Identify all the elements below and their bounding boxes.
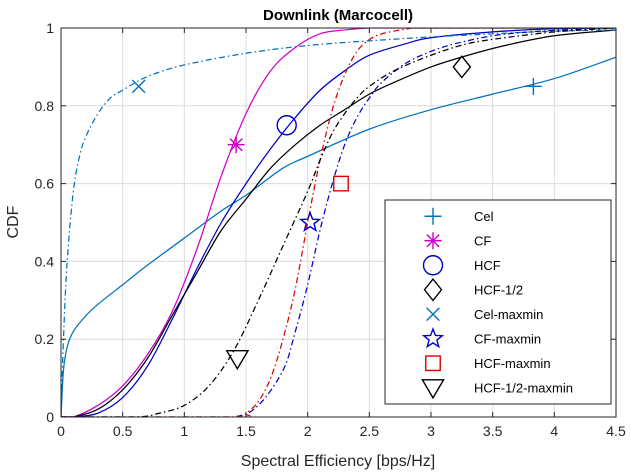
legend-entry-label: Cel bbox=[474, 209, 494, 224]
legend-marker bbox=[425, 355, 441, 372]
plot-area-border bbox=[60, 27, 617, 418]
legend-entry-label: HCF-1/2-maxmin bbox=[474, 380, 573, 395]
chart-title: Downlink (Marcocell) bbox=[263, 7, 413, 24]
legend-entry-label: Cel-maxmin bbox=[474, 307, 543, 322]
y-axis-label: CDF bbox=[5, 205, 22, 238]
series-line-hcf-1-2-maxmin bbox=[61, 28, 616, 417]
series-marker-hcf-1-2-maxmin bbox=[225, 349, 250, 371]
legend-entry-label: HCF bbox=[474, 258, 501, 273]
legend-entry-label: HCF-1/2 bbox=[474, 282, 523, 297]
series-marker-cf bbox=[227, 136, 245, 154]
series-line-cf-maxmin bbox=[61, 28, 616, 417]
y-tick-label: 0.6 bbox=[35, 176, 55, 192]
legend: Cel CF HCF HCF-1/2 Cel-maxmin CF-maxmin HCF-ma… bbox=[384, 199, 612, 405]
legend-entry-label: CF bbox=[474, 233, 491, 248]
series-line-cf bbox=[61, 28, 616, 417]
y-tick-label: 0.2 bbox=[35, 331, 55, 347]
x-tick-label: 0.5 bbox=[113, 423, 133, 439]
x-tick-label: 1.5 bbox=[236, 423, 256, 439]
legend-box bbox=[384, 199, 612, 405]
series-line-cel-maxmin bbox=[61, 29, 616, 417]
x-tick-label: 2 bbox=[304, 423, 312, 439]
x-tick-label: 2.5 bbox=[360, 423, 380, 439]
series-marker-cf-maxmin bbox=[298, 210, 322, 233]
x-tick-label: 0 bbox=[57, 423, 65, 439]
series-line-hcf bbox=[61, 28, 616, 417]
x-tick-label: 3 bbox=[427, 423, 435, 439]
y-tick-label: 0.8 bbox=[35, 98, 55, 114]
series-marker-hcf-maxmin bbox=[333, 175, 349, 192]
series-marker-cel-maxmin bbox=[131, 79, 146, 94]
series-marker-hcf-1-2 bbox=[452, 55, 472, 79]
legend-entry-label: HCF-maxmin bbox=[474, 356, 551, 371]
legend-marker bbox=[424, 207, 442, 225]
legend-marker bbox=[423, 278, 443, 302]
series-line-hcf-1-2 bbox=[61, 29, 616, 417]
x-tick-label: 4 bbox=[550, 423, 558, 439]
axis-ticks: 0 0.5 1 1.5 2 2.5 3 3.5 4 4.5 0 0.2 0.4 0.6 0.8 1 bbox=[35, 20, 626, 439]
legend-marker bbox=[424, 232, 442, 250]
x-tick-label: 4.5 bbox=[606, 423, 626, 439]
series-marker-cel bbox=[524, 77, 542, 95]
x-tick-label: 1 bbox=[180, 423, 188, 439]
legend-marker bbox=[426, 307, 440, 322]
y-tick-label: 1 bbox=[46, 20, 54, 36]
x-axis-label: Spectral Efficiency [bps/Hz] bbox=[241, 453, 435, 470]
series-line-cel bbox=[61, 56, 616, 417]
series-markers bbox=[131, 55, 542, 371]
series-lines bbox=[61, 28, 616, 417]
y-tick-label: 0 bbox=[46, 409, 54, 425]
series-marker-hcf bbox=[276, 115, 297, 136]
x-tick-label: 3.5 bbox=[483, 423, 503, 439]
legend-entry-label: CF-maxmin bbox=[474, 331, 541, 346]
legend-marker bbox=[422, 255, 444, 276]
legend-marker bbox=[421, 326, 445, 349]
legend-marker bbox=[421, 379, 445, 400]
y-tick-label: 0.4 bbox=[35, 253, 55, 269]
